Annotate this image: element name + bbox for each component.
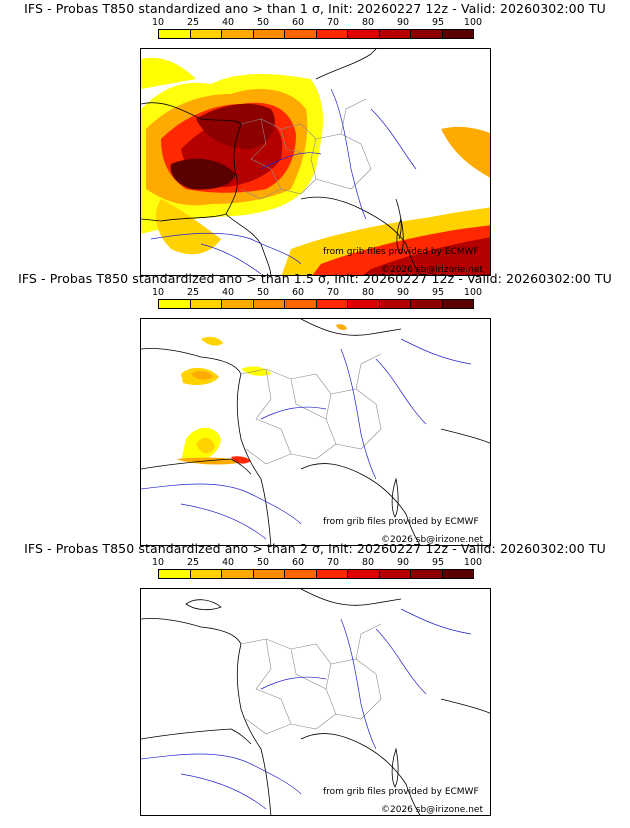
rivers: [150, 88, 417, 275]
legend-label: 100: [463, 17, 483, 28]
legend-label: 40: [221, 287, 235, 298]
legend-label: 90: [396, 287, 410, 298]
map-graphic: [141, 589, 490, 815]
legend-label: 60: [291, 557, 305, 568]
legend-swatch: [222, 30, 254, 38]
legend-swatch: [442, 30, 473, 38]
legend-label: 60: [291, 287, 305, 298]
legend-labels: 10 25 40 50 60 70 80 90 95 100: [140, 287, 490, 299]
panel-1sigma: IFS - Probas T850 standardized ano > tha…: [0, 0, 630, 276]
credit-copyright: ©2026 sb@irizone.net: [381, 805, 483, 815]
map-graphic: [141, 319, 490, 545]
probability-map: from grib files provided by ECMWF ©2026 …: [140, 588, 491, 816]
legend-label: 50: [256, 557, 270, 568]
panel-title: IFS - Probas T850 standardized ano > tha…: [24, 541, 606, 556]
legend-label: 10: [151, 17, 165, 28]
legend-label: 10: [151, 557, 165, 568]
legend-swatch: [316, 570, 348, 578]
legend-swatch: [442, 300, 473, 308]
panel-2sigma: IFS - Probas T850 standardized ano > tha…: [0, 540, 630, 816]
coastlines: [141, 49, 421, 275]
legend-label: 50: [256, 287, 270, 298]
legend-label: 80: [361, 17, 375, 28]
legend-labels: 10 25 40 50 60 70 80 90 95 100: [140, 17, 490, 29]
legend-label: 100: [463, 557, 483, 568]
legend-swatch: [190, 570, 222, 578]
legend-swatch: [159, 570, 191, 578]
legend-swatch: [411, 300, 443, 308]
legend-swatch: [253, 300, 285, 308]
legend-label: 40: [221, 17, 235, 28]
probability-map: from grib files provided by ECMWF ©2026 …: [140, 318, 491, 546]
legend-swatch: [222, 570, 254, 578]
panel-title: IFS - Probas T850 standardized ano > tha…: [24, 1, 606, 16]
legend-swatch: [222, 300, 254, 308]
legend-swatch: [316, 300, 348, 308]
legend-label: 90: [396, 17, 410, 28]
legend-label: 50: [256, 17, 270, 28]
legend-labels: 10 25 40 50 60 70 80 90 95 100: [140, 557, 490, 569]
legend-swatch: [348, 30, 380, 38]
legend-label: 70: [326, 17, 340, 28]
legend-label: 25: [186, 557, 200, 568]
coastlines: [141, 319, 490, 545]
legend-label: 100: [463, 287, 483, 298]
legend-swatch: [285, 570, 317, 578]
credit-source: from grib files provided by ECMWF: [323, 247, 479, 257]
legend-swatch: [285, 30, 317, 38]
probability-map: from grib files provided by ECMWF ©2026 …: [140, 48, 491, 276]
map-graphic: [141, 49, 490, 275]
legend-label: 60: [291, 17, 305, 28]
legend-label: 90: [396, 557, 410, 568]
legend-swatch: [348, 570, 380, 578]
legend-swatch: [159, 300, 191, 308]
credit-source: from grib files provided by ECMWF: [323, 787, 479, 797]
legend-swatch: [348, 300, 380, 308]
panel-1p5sigma: IFS - Probas T850 standardized ano > tha…: [0, 270, 630, 546]
legend-label: 95: [431, 17, 445, 28]
probability-field: [141, 57, 490, 275]
legend-swatch: [253, 30, 285, 38]
legend-swatch: [379, 300, 411, 308]
legend-swatch: [379, 30, 411, 38]
admin-borders: [240, 353, 382, 465]
legend-label: 40: [221, 557, 235, 568]
legend-swatch: [253, 570, 285, 578]
legend-swatch: [159, 30, 191, 38]
legend-label: 95: [431, 557, 445, 568]
legend-swatch: [411, 30, 443, 38]
legend-label: 10: [151, 287, 165, 298]
legend-swatch: [379, 570, 411, 578]
legend-swatch: [411, 570, 443, 578]
rivers: [141, 338, 472, 540]
legend-colorbar: [158, 29, 474, 39]
legend-label: 70: [326, 287, 340, 298]
credit-copyright: ©2026 sb@irizone.net: [381, 535, 483, 545]
credit-copyright: ©2026 sb@irizone.net: [381, 265, 483, 275]
panel-title: IFS - Probas T850 standardized ano > tha…: [18, 271, 612, 286]
admin-borders: [240, 623, 382, 735]
credit-source: from grib files provided by ECMWF: [323, 517, 479, 527]
legend-swatch: [190, 30, 222, 38]
legend-swatch: [285, 300, 317, 308]
legend-colorbar: [158, 569, 474, 579]
coastlines: [141, 589, 490, 815]
legend-label: 80: [361, 557, 375, 568]
legend-label: 95: [431, 287, 445, 298]
legend-label: 70: [326, 557, 340, 568]
legend-swatch: [190, 300, 222, 308]
legend-swatch: [316, 30, 348, 38]
legend-label: 25: [186, 17, 200, 28]
rivers: [141, 608, 472, 810]
legend-swatch: [442, 570, 473, 578]
legend-colorbar: [158, 299, 474, 309]
probability-field: [176, 324, 347, 465]
legend-label: 80: [361, 287, 375, 298]
legend-label: 25: [186, 287, 200, 298]
